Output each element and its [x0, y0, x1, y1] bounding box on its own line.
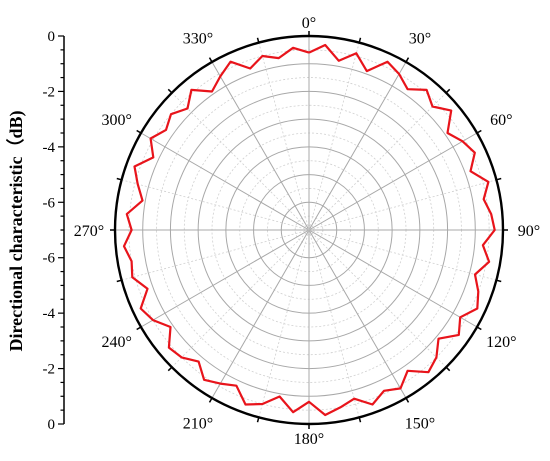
grid-spoke — [171, 92, 310, 231]
radial-tick-label: -6 — [43, 251, 56, 267]
angle-tick — [136, 326, 142, 331]
angle-label: 90° — [518, 223, 540, 240]
angle-tick — [476, 129, 482, 134]
grid-spoke — [308, 229, 360, 418]
grid-spoke — [211, 61, 310, 231]
grid-spoke — [308, 61, 407, 231]
radial-tick-label: 0 — [48, 417, 56, 433]
radial-tick-label: 0 — [48, 29, 56, 45]
grid-spoke — [121, 229, 310, 281]
radial-tick-label: -4 — [43, 140, 56, 156]
angle-tick — [405, 397, 410, 403]
grid-spoke — [308, 229, 478, 328]
grid-spoke — [211, 229, 310, 399]
grid-spoke — [258, 42, 310, 231]
angle-label: 210° — [183, 415, 213, 432]
polar-grid — [115, 36, 503, 424]
grid-spoke — [171, 229, 310, 368]
series-line — [122, 43, 496, 417]
angle-label: 180° — [294, 431, 324, 448]
angle-tick — [358, 417, 362, 423]
angle-label: 150° — [405, 415, 435, 432]
angle-tick — [256, 37, 260, 43]
angle-tick — [476, 326, 482, 331]
angle-tick — [116, 279, 122, 283]
grid-spoke — [308, 92, 447, 231]
angle-label: 300° — [101, 112, 131, 129]
angle-label: 120° — [486, 334, 516, 351]
angle-label: 330° — [183, 31, 213, 48]
angle-tick — [167, 88, 173, 94]
angle-tick — [405, 57, 410, 63]
angle-tick — [116, 177, 122, 181]
grid-spoke — [140, 229, 310, 328]
data-layer — [122, 43, 496, 417]
angle-tick — [445, 88, 451, 94]
grid-spoke — [258, 229, 310, 418]
radial-tick-label: -2 — [43, 362, 56, 378]
grid-spoke — [308, 229, 447, 368]
grid-spoke — [308, 132, 478, 231]
angle-tick — [136, 129, 142, 134]
angle-label: 270° — [74, 223, 104, 240]
angle-tick — [208, 57, 213, 63]
angle-tick — [358, 37, 362, 43]
angle-label: 0° — [302, 15, 316, 32]
angle-tick — [496, 279, 502, 283]
angle-tick — [167, 366, 173, 372]
angle-labels: 0° 30° 60° 90° 120° 150° 180° 210° 240° 270° 300° 3… — [74, 15, 540, 448]
grid-spoke — [308, 229, 497, 281]
grid-spoke — [308, 42, 360, 231]
radial-axis: 0 -2 -4 -6 -6 -4 -2 0 — [43, 29, 65, 433]
radial-tick-label: -2 — [43, 84, 56, 100]
angle-tick — [496, 177, 502, 181]
grid-spoke — [140, 132, 310, 231]
angle-label: 30° — [409, 31, 431, 48]
grid-spoke — [121, 179, 310, 231]
grid-spoke — [308, 229, 407, 399]
radial-tick-label: -6 — [43, 195, 56, 211]
angle-label: 60° — [490, 112, 512, 129]
polar-frame — [110, 31, 508, 429]
grid-spoke — [308, 179, 497, 231]
angle-tick — [256, 417, 260, 423]
y-axis-label: Directional characteristic（dB) — [6, 110, 27, 351]
radial-tick-label: -4 — [43, 306, 56, 322]
angle-tick — [445, 366, 451, 372]
angle-label: 240° — [101, 334, 131, 351]
angle-tick — [208, 397, 213, 403]
